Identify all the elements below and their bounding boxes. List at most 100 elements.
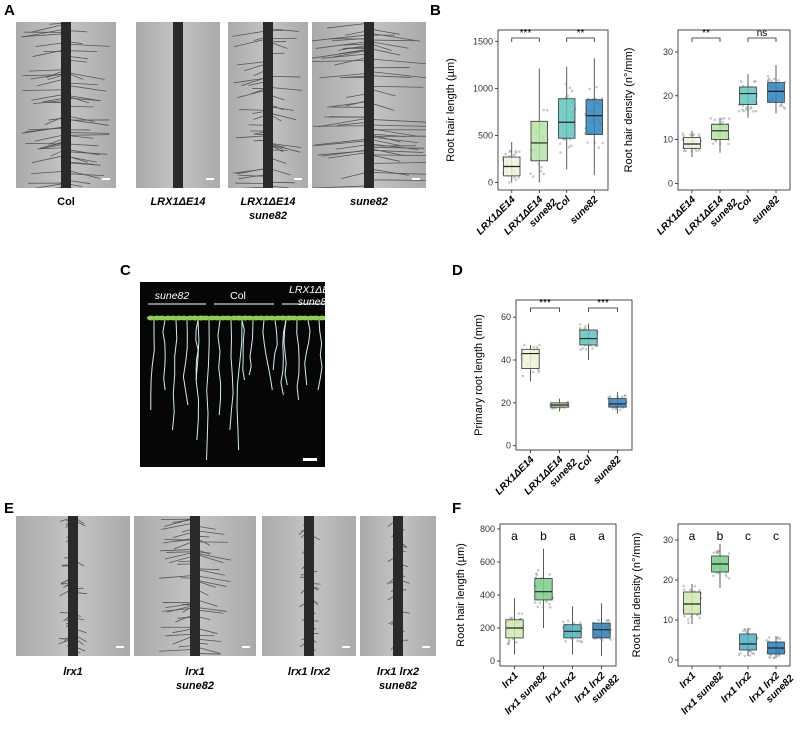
data-point xyxy=(754,109,758,113)
data-point xyxy=(739,651,742,655)
data-point xyxy=(542,172,545,176)
seedling-leaf xyxy=(312,315,320,321)
data-point xyxy=(715,551,719,555)
data-point xyxy=(512,153,516,157)
data-point xyxy=(620,395,624,399)
box-iqr xyxy=(608,398,627,408)
data-point xyxy=(689,615,693,619)
data-point xyxy=(548,602,551,606)
root-hair xyxy=(368,168,410,176)
y-tick-label: 200 xyxy=(480,623,495,633)
a-caption-1: LRX1ΔE14 xyxy=(128,195,228,209)
root-drawing xyxy=(298,516,350,656)
data-point xyxy=(709,117,713,120)
y-tick-label: 500 xyxy=(478,130,493,140)
y-tick-label: 20 xyxy=(663,575,673,585)
data-point xyxy=(564,95,568,99)
data-point xyxy=(687,621,690,625)
data-point xyxy=(529,172,532,176)
panel-label-a: A xyxy=(4,2,15,19)
data-point xyxy=(741,108,744,112)
data-point xyxy=(691,133,694,137)
data-point xyxy=(600,97,604,100)
root-hair xyxy=(65,134,110,136)
root-hair xyxy=(368,143,419,150)
root-hair xyxy=(368,32,421,42)
group-label-1: Col xyxy=(198,290,278,302)
y-axis-label: Root hair density (n°/mm) xyxy=(623,48,635,173)
seedling-root xyxy=(262,319,273,391)
seedling-leaf xyxy=(323,315,325,321)
data-point xyxy=(772,656,776,660)
y-tick-label: 0 xyxy=(506,441,511,451)
seedling-root xyxy=(236,319,243,451)
data-point xyxy=(536,568,540,572)
data-point xyxy=(508,150,511,154)
a-caption-0: Col xyxy=(16,195,116,209)
root-hair xyxy=(237,89,269,99)
data-point xyxy=(768,77,771,81)
seedling-root xyxy=(241,319,245,381)
data-point xyxy=(778,104,782,107)
a-caption-3: sune82 xyxy=(319,195,419,209)
root-hair xyxy=(368,154,401,162)
y-axis-label: Root hair density (n°/mm) xyxy=(631,533,643,658)
data-point xyxy=(567,145,571,149)
significance-bracket xyxy=(511,37,540,42)
y-tick-label: 30 xyxy=(663,535,673,545)
micrograph-lrx1-sune82 xyxy=(134,516,256,656)
data-point xyxy=(727,577,731,580)
significance-label: ** xyxy=(702,28,710,39)
root-body xyxy=(263,22,273,188)
data-point xyxy=(607,396,611,399)
data-point xyxy=(538,343,541,347)
data-point xyxy=(683,149,686,153)
panel-c-seedling-photo xyxy=(140,282,325,467)
data-point xyxy=(548,573,552,576)
data-point xyxy=(607,618,611,622)
panel-label-e: E xyxy=(4,500,15,517)
data-point xyxy=(777,79,780,82)
data-point xyxy=(713,118,717,122)
y-axis-label: Primary root length (mm) xyxy=(473,314,485,436)
data-point xyxy=(520,612,524,615)
group-letter: c xyxy=(773,529,779,543)
data-point xyxy=(595,85,598,89)
data-point xyxy=(682,588,686,591)
box-iqr xyxy=(739,633,757,651)
data-point xyxy=(568,138,572,141)
data-point xyxy=(616,395,620,399)
data-point xyxy=(697,149,701,152)
root-drawing xyxy=(159,516,250,656)
chart-root-hair-length-f: 0 200 400 600 800 Root hair length (µm) lrx1 lr… xyxy=(455,523,622,717)
data-point xyxy=(778,637,782,641)
root-hair xyxy=(233,168,269,174)
data-point xyxy=(767,78,770,82)
data-point xyxy=(727,117,731,120)
root-hair xyxy=(65,132,110,134)
data-point xyxy=(711,142,715,145)
root-hair xyxy=(368,47,401,56)
group-label-0: sune82 xyxy=(132,290,212,302)
data-point xyxy=(780,102,784,105)
x-tick-label-line: lrx1 xyxy=(678,670,699,691)
significance-bracket xyxy=(566,37,595,42)
data-point xyxy=(698,588,701,592)
data-point xyxy=(513,176,516,179)
y-axis-label: Root hair length (µm) xyxy=(445,58,457,162)
root-body xyxy=(304,516,314,656)
root-hair xyxy=(368,136,418,144)
scale-bar xyxy=(294,178,302,180)
data-point xyxy=(695,149,698,153)
data-point xyxy=(690,149,694,153)
scale-bar xyxy=(412,178,420,180)
caption-line: sune82 xyxy=(350,196,388,208)
e-caption-1: lrx1 sune82 xyxy=(145,665,245,693)
significance-label: *** xyxy=(520,28,532,39)
data-point xyxy=(514,178,518,182)
data-point xyxy=(742,109,745,113)
root-hair xyxy=(194,606,227,612)
e-caption-0: lrx1 xyxy=(23,665,123,679)
root-hair xyxy=(34,134,67,142)
x-tick-label: Col xyxy=(575,454,594,473)
